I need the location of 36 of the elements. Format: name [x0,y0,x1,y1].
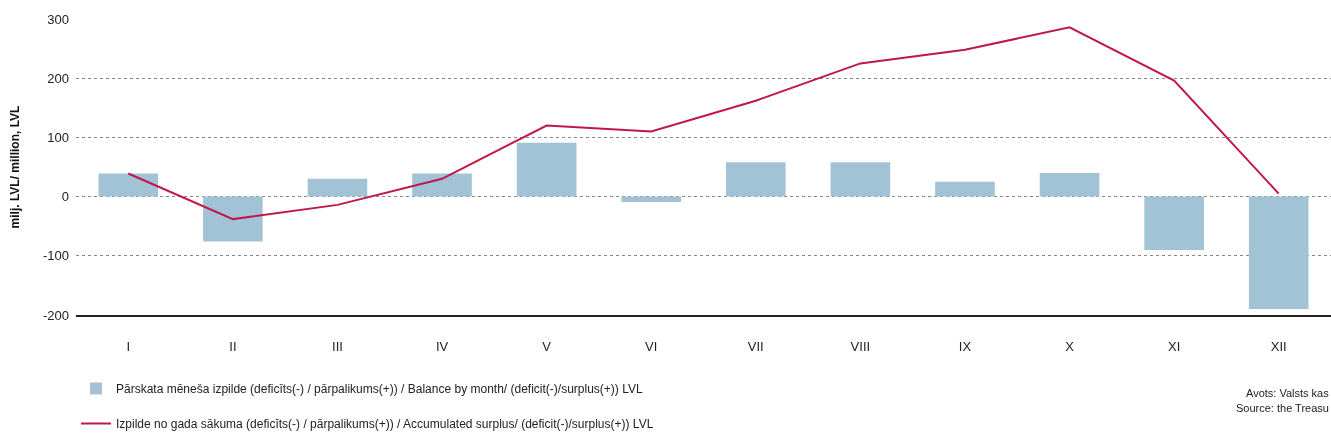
bar [1039,172,1100,197]
y-tick-label: -200 [42,307,69,323]
x-tick-label: VIII [850,338,871,354]
text: Avots: Valsts kas [1246,387,1330,399]
x-tick-label: VI [645,338,658,354]
bar [725,162,786,197]
y-axis-title: milj. LVL/ million, LVL [8,105,23,229]
bar [203,196,263,242]
line-series [127,26,1280,221]
x-tick-label: VII [747,338,764,354]
y-tick-label: -100 [42,248,69,264]
y-tick-label: 200 [47,70,69,86]
x-tick-label: IV [435,338,449,354]
y-tick-label: 100 [47,129,69,145]
bar [1248,196,1309,310]
x-tick-label: II [229,338,237,354]
x-tick-label: I [126,338,131,354]
bar [935,181,995,197]
bar [412,173,472,197]
x-tick-label: IX [958,338,972,354]
y-tick-label: 0 [61,189,69,205]
x-tick-label: X [1065,338,1075,354]
bar [307,178,368,197]
x-tick-label: V [542,338,552,354]
legend-label: Pārskata mēneša izpilde (deficīts(-) / pārpalikums(+)) / Balance by month/ (deficit(-)/surplus(+)) LVL [116,382,643,397]
bar [621,196,682,202]
bar [830,162,891,197]
y-tick-label: 300 [47,11,69,27]
x-tick-label: XII [1270,338,1287,354]
x-tick-label: XI [1167,338,1181,354]
bar [516,142,577,197]
bar [98,173,159,197]
bar [1144,196,1204,250]
source-note: Source: the Treasu [1236,402,1329,414]
legend-label: Izpilde no gada sākuma (deficīts(-) / pārpalikums(+)) / Accumulated surplus/ (deficit(-)/surplus(+)) LVL [116,417,654,432]
x-tick-label: III [332,338,343,354]
